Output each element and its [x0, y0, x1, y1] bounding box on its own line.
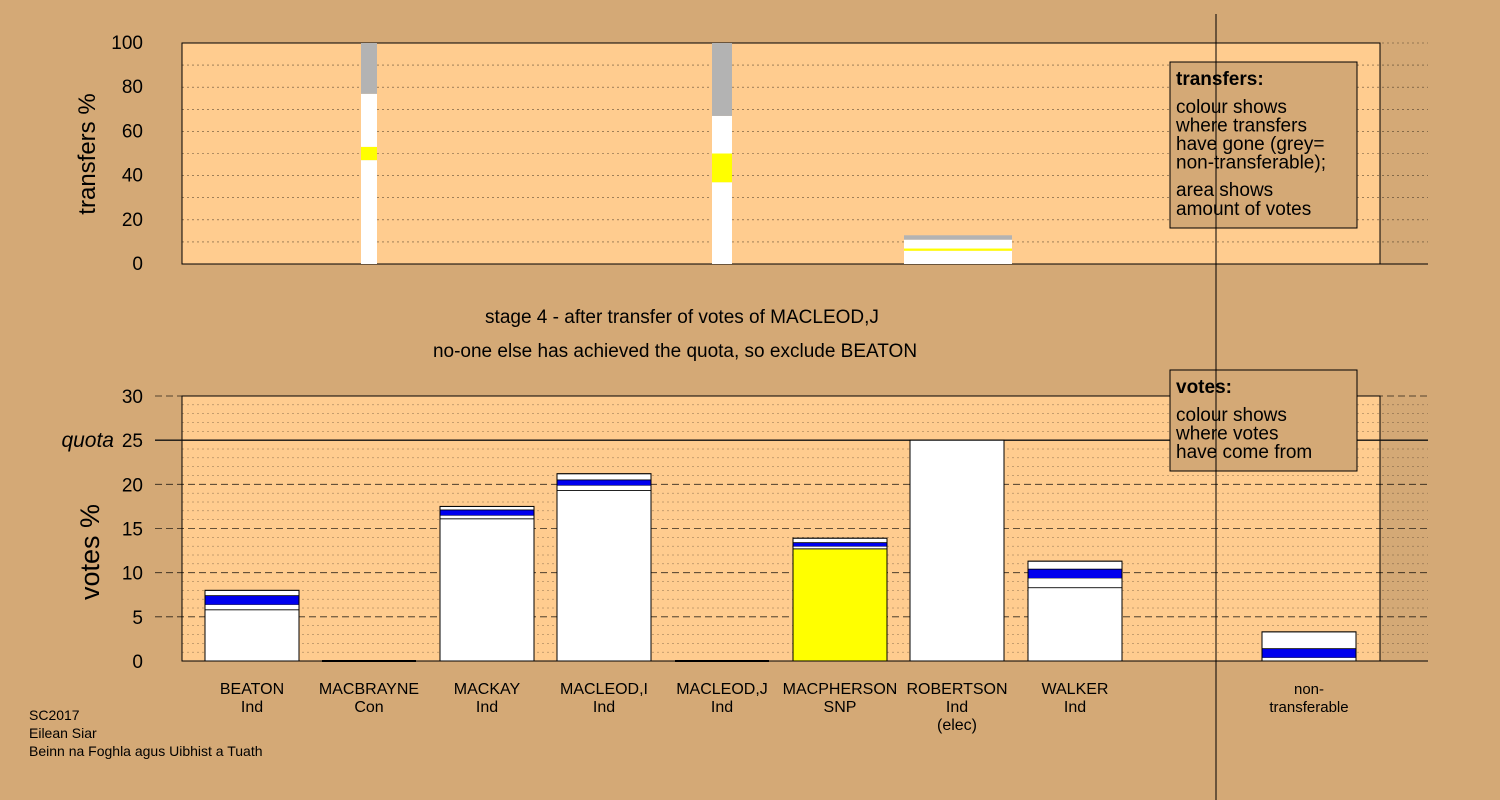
candidate-name-label: MACPHERSON	[783, 681, 898, 698]
vote-segment	[1261, 631, 1357, 650]
candidate-name-label: MACLEOD,J	[676, 681, 768, 698]
vote-segment	[439, 514, 535, 520]
transfers-tick-label: 100	[111, 33, 143, 54]
votes-tick-label: 5	[132, 608, 143, 629]
votes-tick-label: 0	[132, 652, 143, 673]
candidate-name-label: WALKER	[1042, 681, 1109, 698]
vote-segment	[439, 518, 535, 662]
candidate-party-label: Ind	[946, 699, 968, 716]
vote-segment	[557, 479, 651, 486]
votes-legend-box	[1169, 369, 1358, 472]
transfers-legend-text: have gone (grey=	[1176, 134, 1324, 155]
vote-segment	[440, 509, 534, 516]
vote-segment	[556, 473, 652, 481]
votes-legend-text: colour shows	[1176, 405, 1287, 426]
transfer-segment	[712, 153, 732, 183]
transfer-segment	[361, 160, 377, 264]
transfers-tick-label: 40	[122, 166, 143, 187]
candidate-name-label: MACKAY	[454, 681, 521, 698]
votes-legend-text: where votes	[1175, 424, 1278, 445]
candidate-status-label: (elec)	[937, 717, 977, 734]
transfer-segment	[361, 93, 377, 147]
vote-segment	[1027, 560, 1123, 570]
transfers-legend-text: colour shows	[1176, 97, 1287, 118]
vote-segment	[439, 506, 535, 511]
votes-y-axis-label: votes %	[75, 504, 105, 600]
vote-segment	[556, 490, 652, 662]
transfer-segment	[712, 182, 732, 264]
transfer-segment	[712, 43, 732, 116]
transfers-legend-text: area shows	[1176, 180, 1273, 201]
candidate-party-label: Con	[354, 699, 383, 716]
candidate-party-label: Ind	[241, 699, 263, 716]
votes-legend-text: have come from	[1176, 442, 1312, 463]
vote-segment	[792, 537, 888, 544]
vote-segment	[792, 548, 888, 662]
vote-segment	[205, 595, 299, 605]
vote-segment	[204, 604, 300, 611]
vote-bar-outline	[792, 537, 888, 662]
transfer-segment	[904, 250, 1012, 264]
candidate-party-label: Ind	[593, 699, 615, 716]
vote-segment	[1261, 657, 1357, 662]
transfer-segment	[712, 115, 732, 154]
transfers-legend-text: where transfers	[1175, 116, 1307, 137]
vote-segment	[909, 439, 1005, 662]
vote-bar-outline	[556, 473, 652, 662]
vote-segment	[792, 545, 888, 550]
transfer-segment	[904, 235, 1012, 240]
transfers-tick-label: 60	[122, 121, 143, 142]
candidate-name-label: MACLEOD,I	[560, 681, 648, 698]
votes-tick-label: 25	[122, 431, 143, 452]
votes-tick-label: 30	[122, 387, 143, 408]
vote-segment	[1027, 587, 1123, 662]
vote-segment	[793, 542, 887, 547]
vote-segment	[204, 589, 300, 597]
transfers-y-axis-label: transfers %	[74, 93, 101, 214]
vote-bar-outline	[439, 505, 535, 662]
votes-tick-label: 20	[122, 475, 143, 496]
vote-bar-outline	[1027, 560, 1123, 662]
candidate-party-label: SNP	[824, 699, 857, 716]
footer-ward: Beinn na Foghla agus Uibhist a Tuath	[29, 743, 263, 759]
quota-label: quota	[61, 429, 114, 452]
candidate-name-label: MACBRAYNE	[319, 681, 419, 698]
vote-segment	[1027, 577, 1123, 589]
votes-tick-label: 15	[122, 520, 143, 541]
votes-tick-label: 10	[122, 564, 143, 585]
transfers-legend-text: non-transferable);	[1176, 153, 1326, 174]
transfers-tick-label: 20	[122, 210, 143, 231]
transfers-tick-label: 80	[122, 77, 143, 98]
transfers-legend-box	[1169, 61, 1358, 229]
footer-council: Eilean Siar	[29, 725, 97, 741]
candidate-party-label: Ind	[711, 699, 733, 716]
candidate-party-label: Ind	[476, 699, 498, 716]
stage-title: stage 4 - after transfer of votes of MAC…	[485, 307, 879, 328]
transfers-legend-text: amount of votes	[1176, 199, 1311, 220]
vote-segment	[556, 484, 652, 491]
candidate-party-label: transferable	[1269, 699, 1348, 716]
transfer-segment	[904, 239, 1012, 249]
stage-subtitle: no-one else has achieved the quota, so e…	[433, 341, 917, 362]
vote-segment	[1028, 569, 1122, 578]
vote-bar-outline	[204, 589, 300, 662]
transfers-chart: 0 20 40 60 80 100 transfers % transfers: colour …	[74, 33, 1428, 275]
transfers-tick-label: 0	[132, 254, 143, 275]
votes-legend-title: votes:	[1176, 377, 1232, 398]
candidate-party-label: Ind	[1064, 699, 1086, 716]
transfer-segment	[904, 248, 1012, 251]
candidate-name-label: non-	[1294, 681, 1324, 698]
candidate-name-label: BEATON	[220, 681, 284, 698]
vote-bar-outline	[1261, 631, 1357, 662]
transfer-segment	[361, 146, 377, 161]
transfers-legend-title: transfers:	[1176, 69, 1264, 90]
vote-segment	[204, 609, 300, 662]
vote-segment	[1262, 648, 1356, 658]
footer-election: SC2017	[29, 707, 80, 723]
transfer-segment	[361, 43, 377, 94]
vote-bar-outline	[909, 439, 1005, 662]
candidate-name-label: ROBERTSON	[906, 681, 1007, 698]
